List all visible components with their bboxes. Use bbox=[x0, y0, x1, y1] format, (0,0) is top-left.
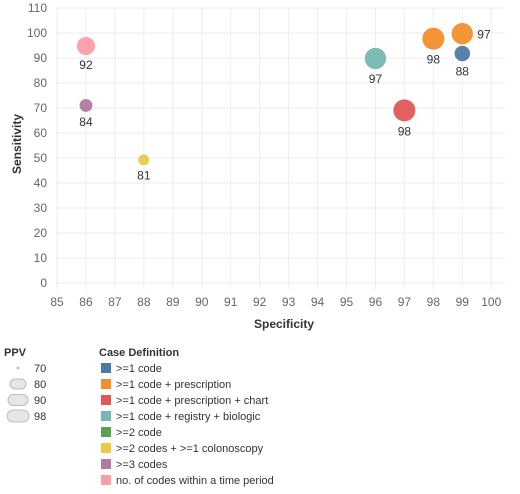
size-legend-swatch bbox=[6, 409, 30, 423]
color-legend-swatch bbox=[101, 395, 111, 405]
color-legend-label: >=2 code bbox=[116, 427, 162, 439]
color-legend-label: >=2 codes + >=1 colonoscopy bbox=[116, 443, 264, 455]
color-legend-swatch bbox=[101, 427, 111, 437]
grid-lines bbox=[56, 7, 505, 290]
x-tick-label: 99 bbox=[456, 295, 470, 309]
color-legend-swatch bbox=[101, 443, 111, 453]
size-legend-swatch bbox=[16, 366, 20, 370]
data-label: 98 bbox=[398, 124, 412, 138]
color-legend-swatch bbox=[101, 379, 111, 389]
y-tick-label: 0 bbox=[40, 276, 47, 290]
x-tick-label: 96 bbox=[369, 295, 383, 309]
data-points bbox=[76, 23, 473, 166]
size-legend-label: 70 bbox=[34, 363, 46, 375]
color-legend-label: >=1 code bbox=[116, 363, 162, 375]
data-labels: 88 98 97 98 97 81 84 92 bbox=[79, 28, 491, 183]
data-point bbox=[76, 37, 96, 56]
data-label: 84 bbox=[79, 115, 93, 129]
y-axis-ticks: 0 10 20 30 40 50 60 70 80 90 100 110 bbox=[27, 1, 47, 290]
data-point bbox=[422, 27, 445, 50]
x-axis-title: Specificity bbox=[254, 317, 314, 331]
data-point bbox=[454, 45, 471, 62]
y-tick-label: 10 bbox=[34, 251, 48, 265]
y-tick-label: 40 bbox=[34, 176, 48, 190]
y-tick-label: 20 bbox=[34, 226, 48, 240]
data-point bbox=[393, 99, 416, 122]
data-point bbox=[79, 98, 93, 112]
x-tick-label: 97 bbox=[398, 295, 412, 309]
x-tick-label: 100 bbox=[481, 295, 501, 309]
y-tick-label: 70 bbox=[34, 101, 48, 115]
color-legend-label: >=1 code + registry + biologic bbox=[116, 411, 261, 423]
x-tick-label: 91 bbox=[224, 295, 238, 309]
y-tick-label: 110 bbox=[28, 1, 47, 15]
data-point bbox=[451, 23, 473, 45]
size-legend-title: PPV bbox=[4, 347, 27, 359]
color-legend-label: >=1 code + prescription + chart bbox=[116, 395, 268, 407]
x-axis-ticks: 85 86 87 88 89 90 91 92 93 94 95 96 97 98 99 100 bbox=[50, 295, 501, 309]
x-tick-label: 87 bbox=[108, 295, 122, 309]
color-legend-title: Case Definition bbox=[99, 347, 179, 359]
size-legend-label: 80 bbox=[34, 379, 46, 391]
x-tick-label: 90 bbox=[195, 295, 209, 309]
data-label: 97 bbox=[369, 72, 383, 86]
data-label: 98 bbox=[427, 53, 441, 67]
size-legend-label: 98 bbox=[34, 411, 46, 423]
y-tick-label: 100 bbox=[27, 26, 47, 40]
color-legend: Case Definition >=1 code >=1 code + presc… bbox=[99, 347, 274, 487]
y-tick-label: 50 bbox=[34, 151, 48, 165]
color-legend-swatch bbox=[101, 411, 111, 421]
data-point bbox=[138, 154, 150, 166]
x-tick-label: 88 bbox=[137, 295, 151, 309]
x-tick-label: 89 bbox=[166, 295, 180, 309]
y-tick-label: 60 bbox=[34, 126, 48, 140]
data-label: 81 bbox=[137, 168, 151, 182]
y-tick-label: 90 bbox=[34, 51, 48, 65]
x-tick-label: 92 bbox=[253, 295, 267, 309]
x-tick-label: 86 bbox=[79, 295, 93, 309]
color-legend-swatch bbox=[101, 475, 111, 485]
data-label: 88 bbox=[456, 64, 470, 78]
y-tick-label: 80 bbox=[34, 76, 48, 90]
size-legend-swatch bbox=[9, 378, 27, 390]
x-tick-label: 95 bbox=[340, 295, 354, 309]
data-label: 97 bbox=[477, 28, 491, 42]
size-legend-swatch bbox=[7, 394, 29, 406]
color-legend-swatch bbox=[101, 363, 111, 373]
size-legend: PPV 70 80 90 98 bbox=[4, 347, 46, 423]
y-tick-label: 30 bbox=[34, 201, 48, 215]
color-legend-label: >=3 codes bbox=[116, 459, 168, 471]
data-point bbox=[364, 47, 387, 70]
color-legend-swatch bbox=[101, 459, 111, 469]
color-legend-label: no. of codes within a time period bbox=[116, 475, 274, 487]
size-legend-label: 90 bbox=[34, 395, 46, 407]
y-axis-title: Sensitivity bbox=[10, 114, 24, 174]
data-label: 92 bbox=[79, 58, 93, 72]
x-tick-label: 94 bbox=[311, 295, 325, 309]
x-tick-label: 93 bbox=[282, 295, 296, 309]
color-legend-label: >=1 code + prescription bbox=[116, 379, 231, 391]
x-tick-label: 85 bbox=[50, 295, 64, 309]
x-tick-label: 98 bbox=[427, 295, 441, 309]
